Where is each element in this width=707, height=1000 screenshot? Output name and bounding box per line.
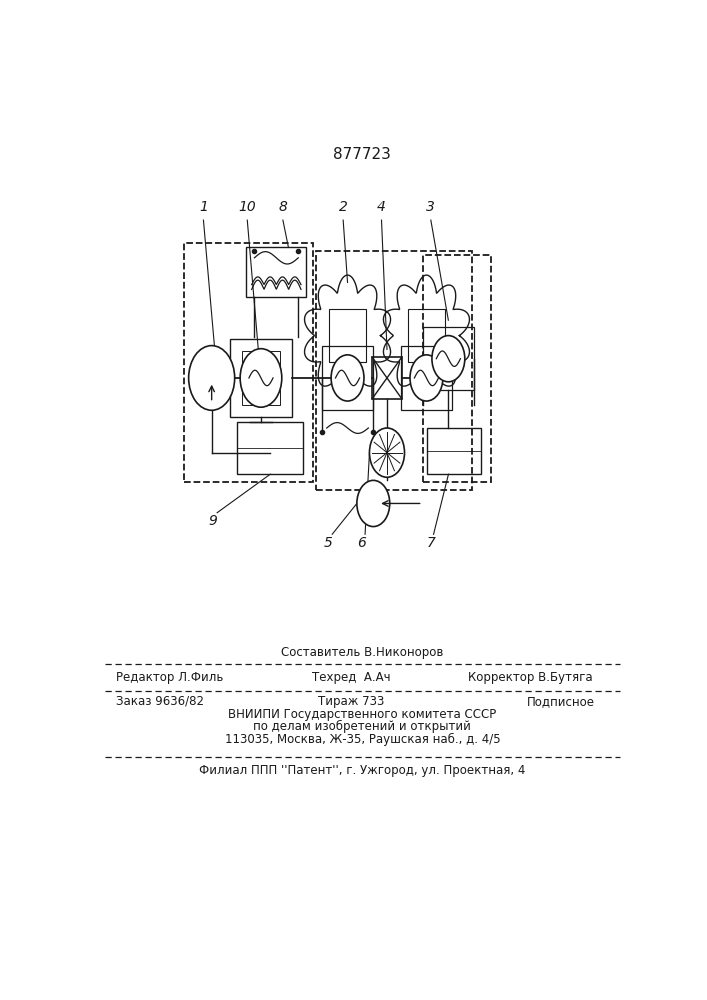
Bar [242,351,280,405]
Text: Заказ 9636/82: Заказ 9636/82 [116,695,204,708]
Text: 7: 7 [426,536,436,550]
Bar [427,428,481,474]
Bar [329,309,366,362]
Text: 4: 4 [377,200,386,214]
Text: 1: 1 [199,200,208,214]
Bar [185,243,313,482]
Text: по делам изобретений и открытий: по делам изобретений и открытий [253,720,472,733]
Bar [238,422,303,474]
Text: Техред  А.Ач: Техред А.Ач [312,671,391,684]
Circle shape [240,349,282,407]
Bar [246,247,306,297]
Text: 113035, Москва, Ж-35, Раушская наб., д. 4/5: 113035, Москва, Ж-35, Раушская наб., д. … [225,733,500,746]
Bar [423,255,491,482]
Text: 10: 10 [238,200,256,214]
Bar [402,346,452,410]
Circle shape [357,480,390,527]
Text: 5: 5 [324,536,333,550]
Circle shape [432,336,464,382]
Text: 2: 2 [339,200,348,214]
Text: Составитель В.Никоноров: Составитель В.Никоноров [281,646,443,659]
Bar [372,357,402,399]
Text: ВНИИПИ Государственного комитета СССР: ВНИИПИ Государственного комитета СССР [228,708,496,721]
Text: Тираж 733: Тираж 733 [318,695,385,708]
Text: 9: 9 [209,514,218,528]
Circle shape [370,428,404,477]
Circle shape [331,355,364,401]
Text: 3: 3 [426,200,436,214]
Text: Подписное: Подписное [527,695,595,708]
Text: Редактор Л.Филь: Редактор Л.Филь [116,671,223,684]
Text: 6: 6 [357,536,366,550]
Bar [230,339,292,417]
Text: 8: 8 [279,200,287,214]
Circle shape [410,355,443,401]
Bar [322,346,373,410]
Bar [423,327,474,390]
Text: Корректор В.Бутяга: Корректор В.Бутяга [468,671,592,684]
Circle shape [189,346,235,410]
Text: 877723: 877723 [334,147,391,162]
Bar [409,309,445,362]
Bar [316,251,472,490]
Text: Филиал ППП ''Патент'', г. Ужгород, ул. Проектная, 4: Филиал ППП ''Патент'', г. Ужгород, ул. П… [199,764,525,777]
